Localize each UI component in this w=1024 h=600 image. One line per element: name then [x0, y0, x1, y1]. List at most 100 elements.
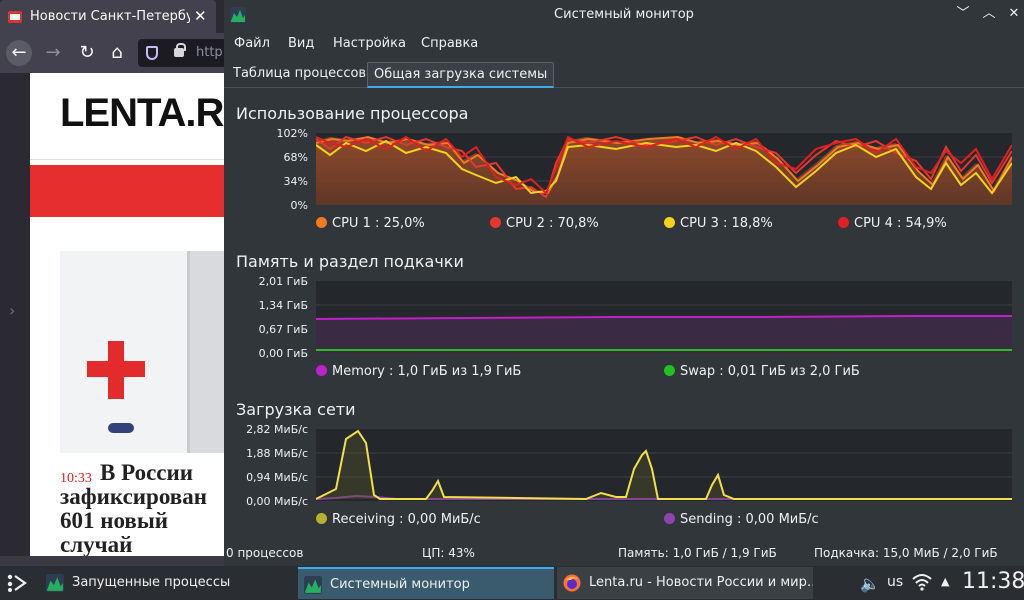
memory-color-icon [316, 365, 327, 376]
memory-graph [316, 281, 1012, 353]
web-page: LENTA.R В России зафиксирован 601 новый … [30, 73, 224, 556]
ambulance-door [60, 251, 190, 453]
mem-y-tick: 0,67 ГиБ [258, 323, 308, 336]
volume-icon[interactable]: 🔈 [860, 574, 880, 593]
status-processes: 0 процессов [226, 546, 304, 560]
red-cross-icon-vertical [108, 341, 124, 399]
red-banner [30, 165, 224, 217]
cpu1-color-icon [316, 217, 327, 228]
reload-button[interactable]: ↻ [79, 42, 95, 63]
lock-icon[interactable] [174, 43, 186, 57]
taskbar: Запущенные процессы Системный монитор Le… [0, 566, 1024, 600]
browser-tab[interactable]: Новости Санкт-Петербу ✕ [0, 0, 216, 33]
legend-label: Memory : 1,0 ГиБ из 1,9 ГиБ [332, 364, 522, 379]
net-y-tick: 0,00 МиБ/с [246, 495, 308, 508]
cpu4-color-icon [838, 217, 849, 228]
mem-y-tick: 2,01 ГиБ [258, 275, 308, 288]
task-system-monitor[interactable]: Системный монитор [298, 567, 554, 599]
horizontal-scrollbar[interactable] [0, 556, 224, 566]
news-image[interactable] [60, 251, 224, 453]
legend-swap[interactable]: Swap : 0,01 ГиБ из 2,0 ГиБ [664, 364, 860, 379]
mem-y-tick: 0,00 ГиБ [258, 347, 308, 360]
legend-cpu3[interactable]: CPU 3 : 18,8% [664, 216, 773, 231]
tray-expand-icon[interactable]: ▲ [941, 575, 950, 588]
divider [30, 159, 224, 160]
status-swap: Подкачка: 15,0 МиБ / 2,0 ГиБ [814, 546, 998, 560]
status-bar: 0 процессов ЦП: 43% Память: 1,0 ГиБ / 1,… [224, 544, 1024, 566]
menu-view[interactable]: Вид [288, 36, 315, 51]
mem-y-tick: 1,34 ГиБ [258, 299, 308, 312]
clock[interactable]: 11:38 [962, 569, 1024, 594]
home-button[interactable]: ⌂ [111, 42, 123, 63]
net-y-tick: 0,94 МиБ/с [246, 471, 308, 484]
legend-label: CPU 4 : 54,9% [854, 216, 947, 231]
system-monitor-icon [304, 576, 322, 594]
task-label: Запущенные процессы [72, 575, 231, 590]
browser-window: Новости Санкт-Петербу ✕ ← → ↻ ⌂ http › L… [0, 0, 228, 566]
legend-sending[interactable]: Sending : 0,00 МиБ/с [664, 512, 819, 527]
task-running-processes[interactable]: Запущенные процессы [40, 567, 294, 599]
legend-memory[interactable]: Memory : 1,0 ГиБ из 1,9 ГиБ [316, 364, 521, 379]
memory-section-title: Память и раздел подкачки [236, 252, 464, 271]
task-firefox[interactable]: Lenta.ru - Новости России и мир… [557, 567, 813, 599]
task-label: Lenta.ru - Новости России и мир… [589, 575, 813, 590]
news-headline[interactable]: В России зафиксирован 601 новый случай з… [60, 460, 207, 557]
browser-tab-title: Новости Санкт-Петербу [30, 9, 190, 24]
cpu-y-tick: 34% [283, 175, 308, 188]
cpu-y-tick: 0% [290, 199, 308, 212]
cpu2-color-icon [490, 217, 501, 228]
sending-color-icon [664, 513, 675, 524]
system-monitor-window: Системный монитор ﹀ ︿ ✕ Файл Вид Настрой… [224, 0, 1024, 566]
tab-bar: Таблица процессов Общая загрузка системы [224, 62, 1024, 88]
cpu-graph [316, 133, 1012, 205]
app-launcher-icon[interactable] [6, 573, 28, 593]
site-logo[interactable]: LENTA.R [60, 91, 224, 135]
network-section-title: Загрузка сети [236, 400, 356, 419]
firefox-icon [563, 574, 581, 592]
status-cpu: ЦП: 43% [422, 546, 475, 560]
back-button[interactable]: ← [6, 40, 32, 66]
minimize-button[interactable]: ﹀ [956, 6, 970, 21]
tab-close-icon[interactable]: ✕ [194, 7, 207, 25]
legend-label: CPU 1 : 25,0% [332, 216, 425, 231]
keyboard-layout[interactable]: us [887, 574, 904, 590]
cpu-y-tick: 102% [276, 127, 308, 140]
legend-label: Sending : 0,00 МиБ/с [680, 512, 819, 527]
cpu3-color-icon [664, 217, 675, 228]
legend-cpu2[interactable]: CPU 2 : 70,8% [490, 216, 599, 231]
title-bar[interactable]: Системный монитор ﹀ ︿ ✕ [224, 0, 1024, 30]
receiving-color-icon [316, 513, 327, 524]
news-time: 10:33 [60, 471, 92, 486]
net-y-tick: 2,82 МиБ/с [246, 423, 308, 436]
network-graph [316, 429, 1012, 501]
forward-button[interactable]: → [45, 42, 61, 63]
legend-cpu1[interactable]: CPU 1 : 25,0% [316, 216, 425, 231]
tab-favicon-icon [8, 11, 22, 23]
window-title: Системный монитор [554, 7, 694, 22]
maximize-button[interactable]: ︿ [982, 6, 996, 21]
legend-label: CPU 3 : 18,8% [680, 216, 773, 231]
menu-help[interactable]: Справка [421, 36, 479, 51]
chevron-right-icon[interactable]: › [9, 301, 16, 320]
status-memory: Память: 1,0 ГиБ / 1,9 ГиБ [618, 546, 777, 560]
task-label: Системный монитор [330, 577, 470, 592]
legend-cpu4[interactable]: CPU 4 : 54,9% [838, 216, 947, 231]
system-monitor-icon [230, 7, 246, 23]
close-button[interactable]: ✕ [1008, 6, 1020, 21]
browser-toolbar: ← → ↻ ⌂ http [0, 33, 228, 73]
tracking-shield-icon[interactable] [146, 46, 158, 60]
tab-system-load[interactable]: Общая загрузка системы [367, 62, 555, 88]
tab-process-table[interactable]: Таблица процессов [233, 66, 367, 81]
legend-label: CPU 2 : 70,8% [506, 216, 599, 231]
legend-label: Receiving : 0,00 МиБ/с [332, 512, 481, 527]
wifi-icon[interactable] [912, 573, 932, 591]
cpu-section-title: Использование процессора [236, 104, 469, 123]
legend-receiving[interactable]: Receiving : 0,00 МиБ/с [316, 512, 481, 527]
car-badge [108, 423, 134, 433]
menu-settings[interactable]: Настройка [333, 36, 406, 51]
browser-content: › LENTA.R В России зафиксирован 601 новы… [0, 73, 224, 556]
menu-file[interactable]: Файл [234, 36, 270, 51]
url-bar[interactable]: http [138, 39, 228, 67]
url-text: http [196, 45, 223, 60]
net-y-tick: 1,88 МиБ/с [246, 447, 308, 460]
